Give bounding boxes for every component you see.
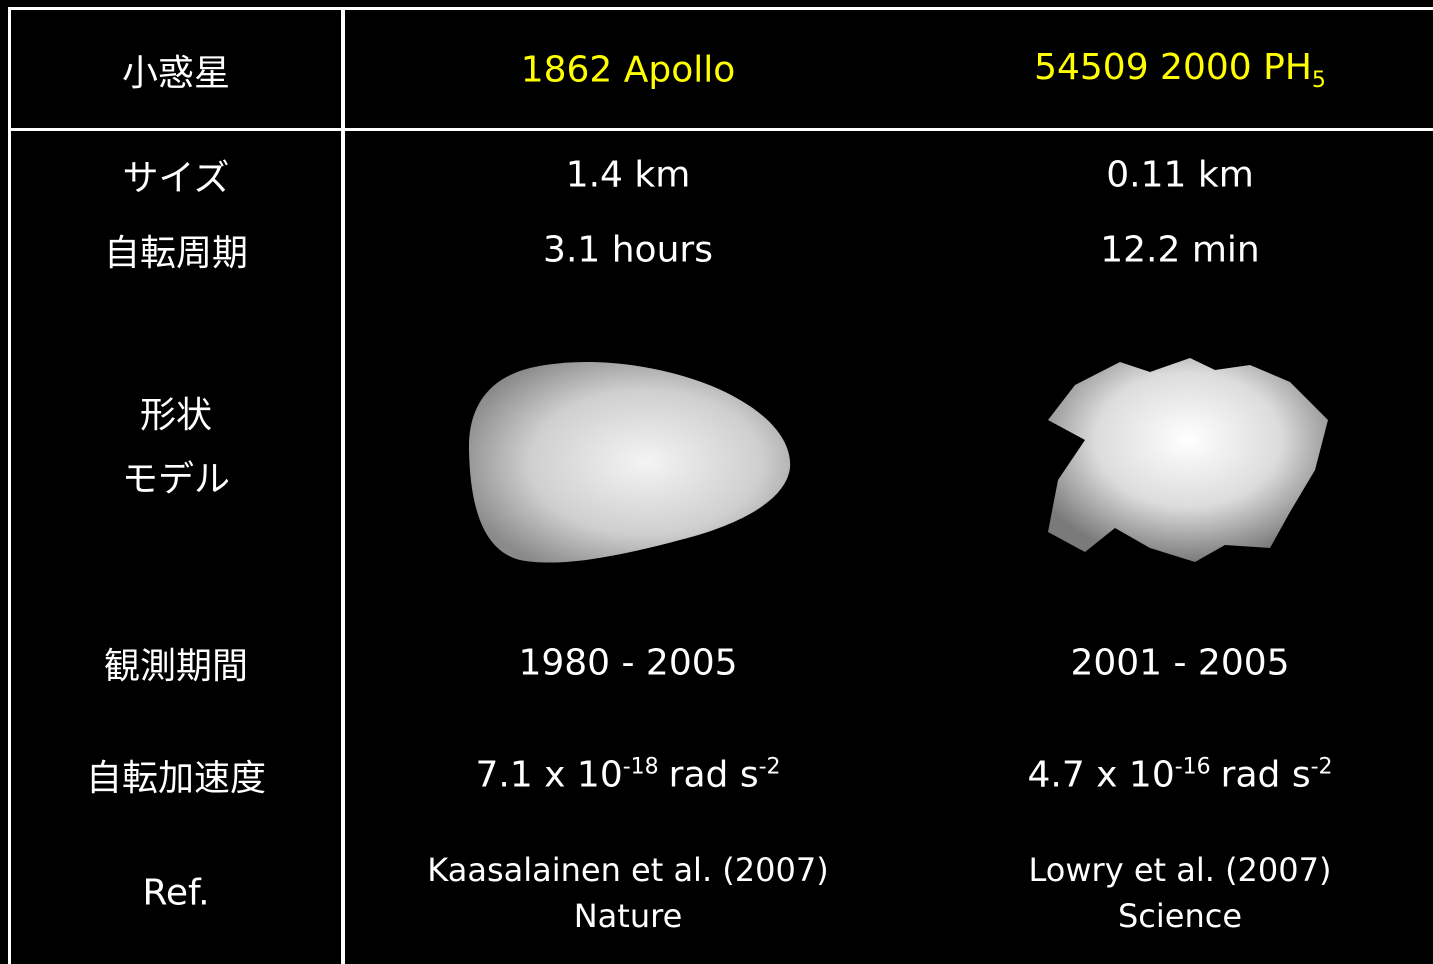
header-apollo: 1862 Apollo (520, 49, 736, 91)
cell: 7.1 x 10-18 rad s-2 (475, 755, 780, 796)
row-label: モデル (121, 459, 231, 500)
row-label: Ref. (142, 872, 210, 914)
unit-exponent: -2 (1310, 754, 1333, 780)
cell: 0.11 km (1106, 154, 1254, 196)
header-ph5: 54509 2000 PH5 (1034, 47, 1326, 93)
cell: 4.7 x 10-16 rad s-2 (1027, 755, 1332, 796)
exponent: -18 (622, 754, 659, 780)
ref-line: Nature (573, 897, 683, 935)
row-label: 形状 (139, 395, 213, 436)
header-ph5-text: 54509 2000 PH (1034, 46, 1312, 88)
cell: 2001 - 2005 (1070, 642, 1290, 684)
row-label: 観測期間 (103, 646, 249, 687)
border-top (8, 7, 1433, 10)
exponent: -16 (1174, 754, 1211, 780)
unit: rad s (668, 754, 759, 796)
header-divider (8, 128, 1433, 131)
row-label: サイズ (122, 158, 230, 199)
ref-line: Kaasalainen et al. (2007) (427, 851, 829, 889)
border-left (8, 7, 11, 964)
base: 7.1 x 10 (475, 754, 623, 796)
column-divider (341, 7, 345, 964)
ref-line: Lowry et al. (2007) (1028, 851, 1332, 889)
unit: rad s (1220, 754, 1311, 796)
unit-exponent: -2 (758, 754, 781, 780)
header-label: 小惑星 (121, 53, 231, 94)
cell: 1980 - 2005 (518, 642, 738, 684)
cell: 1.4 km (565, 154, 691, 196)
row-label: 自転周期 (103, 233, 249, 274)
cell: 12.2 min (1100, 229, 1260, 271)
header-ph5-sub: 5 (1311, 68, 1326, 94)
apollo-shape (468, 362, 791, 563)
ph5-shape (1048, 358, 1328, 562)
row-label: 自転加速度 (85, 758, 267, 799)
cell: 3.1 hours (543, 229, 713, 271)
base: 4.7 x 10 (1027, 754, 1175, 796)
ref-line: Science (1117, 897, 1243, 935)
